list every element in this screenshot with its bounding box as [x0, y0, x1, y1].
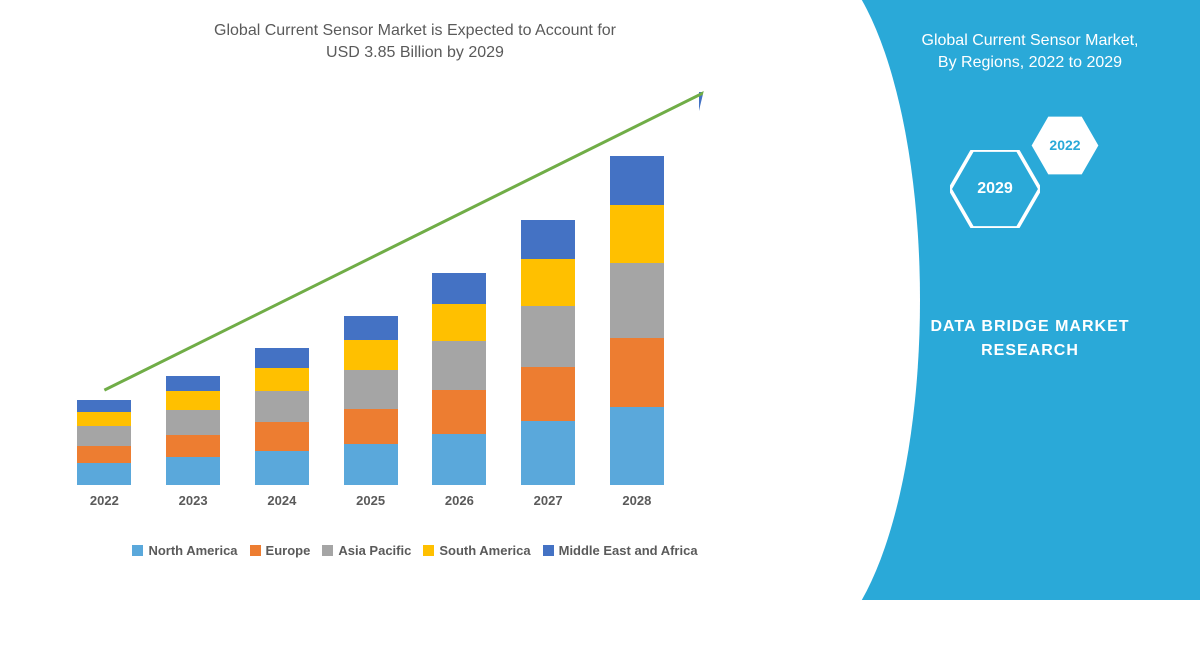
bar-group — [429, 273, 489, 485]
bar-segment — [255, 348, 309, 368]
bar-segment — [610, 338, 664, 406]
bar-segment — [432, 390, 486, 434]
legend-label: North America — [148, 543, 237, 558]
bar-segment — [77, 400, 131, 412]
x-axis-label: 2022 — [74, 493, 134, 508]
main-container: Global Current Sensor Market is Expected… — [0, 0, 1200, 600]
hexagon-2029: 2029 — [950, 150, 1040, 228]
bar-group — [74, 400, 134, 485]
hexagon-2022: 2022 — [1030, 115, 1100, 176]
bar-segment — [77, 426, 131, 446]
bar-segment — [255, 368, 309, 391]
bar-group — [607, 156, 667, 485]
x-axis-label: 2028 — [607, 493, 667, 508]
x-axis-labels: 20222023202420252026202720282029 — [60, 493, 770, 508]
legend-swatch — [322, 545, 333, 556]
right-panel: Global Current Sensor Market, By Regions… — [800, 0, 1200, 600]
legend-label: Asia Pacific — [338, 543, 411, 558]
bar-segment — [344, 409, 398, 444]
brand-line1: DATA BRIDGE MARKET — [930, 318, 1129, 335]
legend-item: North America — [132, 543, 237, 558]
legend-item: Asia Pacific — [322, 543, 411, 558]
chart-title-line2: USD 3.85 Billion by 2029 — [326, 44, 504, 61]
right-content: Global Current Sensor Market, By Regions… — [800, 0, 1200, 600]
brand-line2: RESEARCH — [981, 342, 1079, 359]
bar-segment — [344, 444, 398, 485]
chart-title-line1: Global Current Sensor Market is Expected… — [214, 22, 616, 39]
bar-group — [341, 316, 401, 485]
bar-segment — [521, 367, 575, 422]
bar-segment — [77, 446, 131, 464]
bar-segment — [166, 376, 220, 392]
bar-segment — [521, 259, 575, 306]
bar-segment — [521, 220, 575, 259]
bar-segment — [255, 391, 309, 422]
bar-group — [252, 348, 312, 485]
chart-area: 20222023202420252026202720282029 — [60, 85, 770, 525]
bar-group — [518, 220, 578, 484]
bar-segment — [432, 273, 486, 304]
bar-segment — [166, 435, 220, 457]
legend: North America Europe Asia Pacific South Ame… — [60, 543, 770, 558]
bar-segment — [255, 422, 309, 450]
legend-swatch — [250, 545, 261, 556]
bar-segment — [166, 391, 220, 410]
legend-swatch — [423, 545, 434, 556]
legend-label: South America — [439, 543, 530, 558]
x-axis-label: 2026 — [429, 493, 489, 508]
right-title-line2: By Regions, 2022 to 2029 — [938, 54, 1122, 71]
bar-segment — [166, 457, 220, 484]
legend-swatch — [132, 545, 143, 556]
right-panel-title: Global Current Sensor Market, By Regions… — [890, 30, 1170, 75]
hexagon-2029-label: 2029 — [977, 180, 1013, 198]
bar-segment — [610, 205, 664, 264]
x-axis-label: 2025 — [341, 493, 401, 508]
bar-segment — [432, 304, 486, 341]
x-axis-label: 2024 — [252, 493, 312, 508]
brand-text: DATA BRIDGE MARKET RESEARCH — [890, 315, 1170, 363]
bar-segment — [77, 463, 131, 484]
legend-label: Middle East and Africa — [559, 543, 698, 558]
hexagon-group: 2029 2022 — [890, 115, 1170, 255]
bar-segment — [344, 316, 398, 340]
legend-label: Europe — [266, 543, 311, 558]
bar-segment — [610, 407, 664, 485]
bar-segment — [166, 410, 220, 435]
legend-item: South America — [423, 543, 530, 558]
bar-segment — [610, 263, 664, 338]
bar-segment — [521, 306, 575, 366]
chart-title: Global Current Sensor Market is Expected… — [60, 20, 770, 65]
bar-segment — [77, 412, 131, 427]
legend-swatch — [543, 545, 554, 556]
bar-segment — [521, 421, 575, 484]
bar-segment — [432, 434, 486, 485]
hexagon-2022-label: 2022 — [1049, 137, 1080, 153]
legend-item: Middle East and Africa — [543, 543, 698, 558]
bar-group — [163, 376, 223, 485]
bars-container — [60, 85, 770, 485]
bar-segment — [344, 370, 398, 409]
bar-segment — [610, 156, 664, 205]
bar-segment — [344, 340, 398, 369]
right-title-line1: Global Current Sensor Market, — [922, 32, 1139, 49]
bar-segment — [432, 341, 486, 390]
legend-item: Europe — [250, 543, 311, 558]
x-axis-label: 2027 — [518, 493, 578, 508]
x-axis-label: 2023 — [163, 493, 223, 508]
bar-segment — [255, 451, 309, 485]
